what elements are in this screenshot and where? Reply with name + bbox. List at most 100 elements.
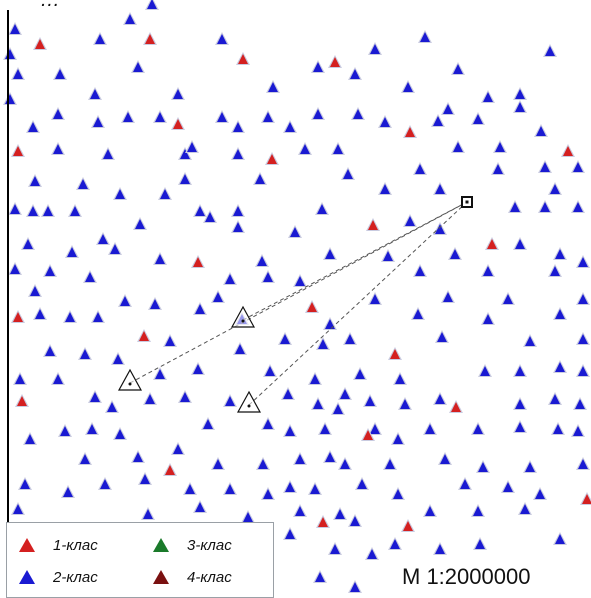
station-triangle-class2 bbox=[481, 264, 495, 277]
highlighted-point-end[interactable] bbox=[236, 390, 262, 413]
station-triangle-class2 bbox=[288, 225, 302, 238]
station-triangle-class1 bbox=[328, 55, 342, 68]
station-triangle-class2 bbox=[423, 504, 437, 517]
station-triangle-class1 bbox=[580, 492, 591, 505]
station-triangle-class2 bbox=[96, 232, 110, 245]
station-triangle-class2 bbox=[11, 67, 25, 80]
station-triangle-class2 bbox=[281, 387, 295, 400]
station-triangle-class2 bbox=[413, 162, 427, 175]
station-triangle-class2 bbox=[231, 147, 245, 160]
station-triangle-class1 bbox=[171, 117, 185, 130]
blue-triangle-icon bbox=[19, 570, 35, 584]
station-triangle-class2 bbox=[311, 107, 325, 120]
station-triangle-class2 bbox=[113, 427, 127, 440]
station-triangle-class2 bbox=[476, 460, 490, 473]
station-triangle-class2 bbox=[123, 12, 137, 25]
station-triangle-class2 bbox=[363, 394, 377, 407]
station-triangle-class2 bbox=[283, 120, 297, 133]
station-triangle-class2 bbox=[278, 332, 292, 345]
station-triangle-class2 bbox=[283, 527, 297, 540]
station-triangle-class2 bbox=[378, 182, 392, 195]
station-triangle-class2 bbox=[378, 115, 392, 128]
station-triangle-class2 bbox=[433, 542, 447, 555]
station-triangle-class2 bbox=[481, 312, 495, 325]
station-triangle-class2 bbox=[391, 432, 405, 445]
station-triangle-class2 bbox=[401, 80, 415, 93]
station-triangle-class2 bbox=[121, 110, 135, 123]
station-triangle-class2 bbox=[548, 392, 562, 405]
station-triangle-class2 bbox=[311, 397, 325, 410]
station-triangle-class2 bbox=[211, 457, 225, 470]
station-triangle-class2 bbox=[323, 450, 337, 463]
station-triangle-class2 bbox=[573, 397, 587, 410]
station-triangle-class2 bbox=[91, 310, 105, 323]
station-triangle-class2 bbox=[256, 457, 270, 470]
legend-label-class2: 2-клас bbox=[53, 569, 98, 586]
station-triangle-class2 bbox=[448, 247, 462, 260]
station-triangle-class1 bbox=[361, 428, 375, 441]
station-triangle-class2 bbox=[351, 107, 365, 120]
station-triangle-class2 bbox=[61, 485, 75, 498]
station-triangle-class2 bbox=[471, 112, 485, 125]
highlighted-point-mid[interactable] bbox=[230, 305, 256, 328]
station-triangle-class1 bbox=[163, 463, 177, 476]
station-triangle-class2 bbox=[501, 292, 515, 305]
station-triangle-class2 bbox=[88, 390, 102, 403]
station-triangle-class2 bbox=[338, 457, 352, 470]
station-triangle-class1 bbox=[316, 515, 330, 528]
station-triangle-class1 bbox=[485, 237, 499, 250]
station-triangle-class2 bbox=[283, 480, 297, 493]
station-triangle-class2 bbox=[76, 177, 90, 190]
station-triangle-class2 bbox=[481, 90, 495, 103]
station-triangle-class2 bbox=[43, 264, 57, 277]
station-triangle-class1 bbox=[401, 519, 415, 532]
station-triangle-class2 bbox=[133, 217, 147, 230]
station-triangle-class2 bbox=[318, 422, 332, 435]
station-triangle-class2 bbox=[348, 514, 362, 527]
legend: 1-клас 3-клас 2-клас 4-клас bbox=[6, 522, 274, 598]
station-triangle-class2 bbox=[18, 477, 32, 490]
station-triangle-class2 bbox=[501, 480, 515, 493]
dark-red-triangle-icon bbox=[153, 570, 169, 584]
station-triangle-class2 bbox=[538, 200, 552, 213]
station-triangle-class2 bbox=[368, 422, 382, 435]
station-triangle-class2 bbox=[513, 397, 527, 410]
station-triangle-class2 bbox=[215, 110, 229, 123]
station-triangle-class2 bbox=[293, 274, 307, 287]
station-triangle-class2 bbox=[105, 400, 119, 413]
station-triangle-class1 bbox=[366, 218, 380, 231]
station-triangle-class2 bbox=[51, 142, 65, 155]
station-triangle-class2 bbox=[478, 364, 492, 377]
station-triangle-class2 bbox=[193, 204, 207, 217]
station-triangle-class2 bbox=[21, 237, 35, 250]
station-triangle-class2 bbox=[138, 472, 152, 485]
station-triangle-class2 bbox=[331, 142, 345, 155]
highlighted-points-layer bbox=[117, 196, 473, 413]
station-triangle-class2 bbox=[576, 292, 590, 305]
station-triangle-class2 bbox=[83, 270, 97, 283]
station-triangle-class2 bbox=[413, 264, 427, 277]
station-triangle-class2 bbox=[253, 172, 267, 185]
station-triangle-class2 bbox=[28, 174, 42, 187]
station-triangle-class2 bbox=[523, 334, 537, 347]
station-triangle-class2 bbox=[548, 182, 562, 195]
station-triangle-class2 bbox=[391, 487, 405, 500]
station-triangle-class2 bbox=[183, 482, 197, 495]
station-triangle-class2 bbox=[571, 160, 585, 173]
station-triangle-class2 bbox=[518, 502, 532, 515]
station-triangle-class1 bbox=[388, 347, 402, 360]
station-triangle-class2 bbox=[576, 457, 590, 470]
station-triangle-class2 bbox=[33, 307, 47, 320]
station-triangle-class2 bbox=[538, 160, 552, 173]
station-triangle-class2 bbox=[158, 187, 172, 200]
station-triangle-class2 bbox=[211, 290, 225, 303]
station-triangle-class2 bbox=[113, 187, 127, 200]
station-triangle-class2 bbox=[438, 452, 452, 465]
station-triangle-class2 bbox=[185, 140, 199, 153]
station-triangle-class2 bbox=[333, 507, 347, 520]
point-center-dot bbox=[247, 404, 251, 408]
station-triangle-class2 bbox=[78, 452, 92, 465]
station-triangle-class2 bbox=[418, 30, 432, 43]
highlighted-point-start[interactable] bbox=[117, 368, 143, 391]
